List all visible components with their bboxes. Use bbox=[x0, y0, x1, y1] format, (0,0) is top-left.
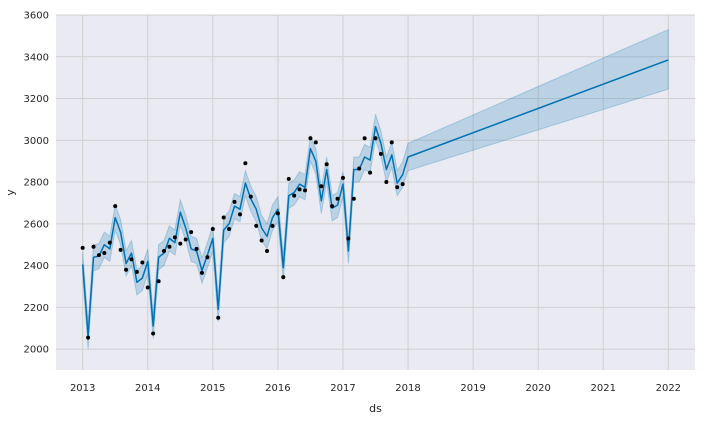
uncertainty-band-group bbox=[82, 28, 669, 350]
observed-point bbox=[227, 227, 232, 232]
y-tick-label: 3200 bbox=[24, 94, 49, 105]
y-tick-label: 3600 bbox=[24, 11, 49, 22]
observed-point bbox=[221, 215, 226, 220]
observed-point bbox=[248, 194, 253, 199]
y-tick-label: 2400 bbox=[24, 261, 49, 272]
observed-point bbox=[243, 161, 248, 166]
x-tick-label: 2013 bbox=[70, 383, 95, 394]
observed-point bbox=[86, 335, 91, 340]
observed-point bbox=[162, 248, 167, 253]
observed-point bbox=[134, 269, 139, 274]
observed-point bbox=[340, 175, 345, 180]
x-tick-label: 2018 bbox=[395, 383, 420, 394]
observed-point bbox=[324, 162, 329, 167]
observed-point bbox=[346, 236, 351, 241]
x-tick-label: 2015 bbox=[200, 383, 225, 394]
observed-point bbox=[194, 246, 199, 251]
plot-background bbox=[56, 15, 695, 370]
observed-point bbox=[167, 244, 172, 249]
x-tick-label: 2021 bbox=[591, 383, 616, 394]
observed-point bbox=[232, 199, 237, 204]
observed-point bbox=[308, 136, 313, 141]
x-tick-labels: 2013 2014 2015 2016 2017 2018 2019 2020 2021 2022 bbox=[70, 383, 681, 394]
x-tick-label: 2019 bbox=[460, 383, 485, 394]
observed-point bbox=[319, 184, 324, 189]
observed-point bbox=[335, 196, 340, 201]
observed-point bbox=[107, 240, 112, 245]
y-axis-label: y bbox=[4, 189, 17, 196]
y-tick-labels: 2000 2200 2400 2600 2800 3000 3200 3400 3600 bbox=[24, 11, 49, 356]
observed-point bbox=[303, 188, 308, 193]
observed-point bbox=[216, 315, 221, 320]
observed-point bbox=[330, 204, 335, 209]
observed-point bbox=[102, 251, 107, 256]
observed-point bbox=[210, 227, 215, 232]
observed-point bbox=[357, 166, 362, 171]
observed-point bbox=[259, 238, 264, 243]
observed-point bbox=[96, 253, 101, 258]
observed-point bbox=[275, 211, 280, 216]
uncertainty-band bbox=[82, 28, 669, 350]
observed-point bbox=[151, 331, 156, 336]
observed-point bbox=[313, 140, 318, 145]
x-tick-label: 2020 bbox=[525, 383, 550, 394]
observed-point bbox=[124, 267, 129, 272]
observed-point bbox=[265, 248, 270, 253]
observed-point bbox=[400, 182, 405, 187]
observed-point bbox=[286, 176, 291, 181]
observed-point bbox=[270, 223, 275, 228]
observed-point bbox=[389, 140, 394, 145]
x-tick-label: 2022 bbox=[656, 383, 681, 394]
observed-point bbox=[362, 136, 367, 141]
y-tick-label: 2000 bbox=[24, 345, 49, 356]
observed-point bbox=[254, 223, 259, 228]
y-tick-label: 2200 bbox=[24, 303, 49, 314]
observed-point bbox=[378, 151, 383, 156]
x-tick-label: 2017 bbox=[330, 383, 355, 394]
observed-point bbox=[281, 275, 286, 280]
x-tick-label: 2016 bbox=[265, 383, 290, 394]
observed-point bbox=[351, 196, 356, 201]
y-tick-label: 2600 bbox=[24, 219, 49, 230]
observed-point bbox=[292, 193, 297, 198]
y-tick-label: 2800 bbox=[24, 178, 49, 189]
observed-point bbox=[199, 270, 204, 275]
observed-point bbox=[297, 187, 302, 192]
x-tick-label: 2014 bbox=[135, 383, 160, 394]
observed-point bbox=[395, 185, 400, 190]
observed-point bbox=[129, 257, 134, 262]
observed-point bbox=[140, 260, 145, 265]
observed-point bbox=[373, 136, 378, 141]
x-axis-label: ds bbox=[369, 402, 382, 415]
observed-points-group bbox=[80, 136, 405, 340]
observed-point bbox=[118, 247, 123, 252]
observed-point bbox=[384, 180, 389, 185]
observed-point bbox=[113, 204, 118, 209]
observed-point bbox=[205, 255, 210, 260]
y-tick-label: 3000 bbox=[24, 136, 49, 147]
grid-lines bbox=[56, 14, 695, 370]
y-tick-label: 3400 bbox=[24, 52, 49, 63]
observed-point bbox=[189, 230, 194, 235]
observed-point bbox=[91, 244, 96, 249]
observed-point bbox=[183, 237, 188, 242]
observed-point bbox=[237, 212, 242, 217]
observed-point bbox=[156, 279, 161, 284]
observed-point bbox=[172, 235, 177, 240]
observed-point bbox=[80, 245, 85, 250]
observed-point bbox=[178, 241, 183, 246]
observed-point bbox=[145, 285, 150, 290]
observed-point bbox=[368, 170, 373, 175]
